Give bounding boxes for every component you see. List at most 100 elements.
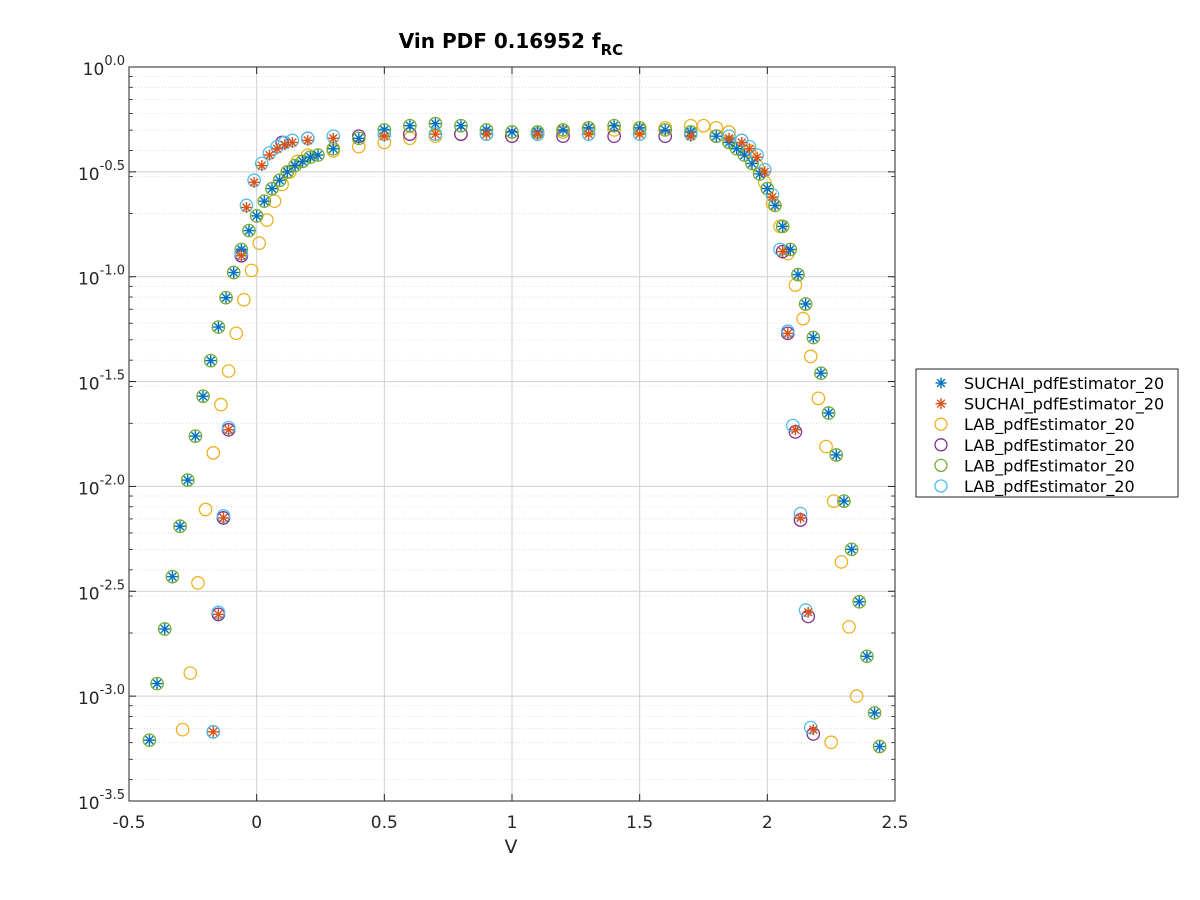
- data-point: [189, 430, 201, 442]
- legend-entry: LAB_pdfEstimator_20: [934, 477, 1135, 497]
- asterisk-stroke: [768, 192, 777, 202]
- data-point: [248, 176, 260, 188]
- series-1: [207, 128, 819, 738]
- legend-entry: LAB_pdfEstimator_20: [934, 436, 1135, 456]
- data-point: [429, 128, 441, 140]
- asterisk-stroke: [152, 679, 162, 688]
- data-point: [295, 154, 310, 169]
- data-point: [196, 389, 210, 404]
- x-tick-label: 0: [251, 813, 262, 833]
- legend-box: [915, 368, 1179, 498]
- asterisk-stroke: [456, 121, 466, 131]
- asterisk-stroke: [808, 333, 818, 342]
- data-point: [235, 243, 247, 255]
- data-point: [206, 724, 221, 739]
- data-point: [223, 424, 235, 436]
- asterisk-stroke: [175, 521, 185, 531]
- data-point: [249, 209, 264, 223]
- legend-marker: [935, 398, 947, 410]
- data-point: [351, 131, 366, 146]
- asterisk-stroke: [732, 144, 742, 154]
- asterisk-stroke: [584, 123, 593, 133]
- data-point: [789, 424, 801, 436]
- ticks: [128, 66, 896, 802]
- data-point: [151, 678, 163, 690]
- asterisk-stroke: [936, 399, 946, 408]
- data-point: [607, 118, 621, 133]
- data-point: [263, 149, 275, 161]
- asterisk-stroke: [206, 356, 216, 365]
- data-point: [723, 132, 735, 144]
- asterisk-stroke: [198, 391, 208, 401]
- data-point: [217, 512, 229, 524]
- data-point: [738, 149, 750, 161]
- data-point: [404, 120, 416, 132]
- series-4: [142, 116, 887, 754]
- data-point: [205, 355, 217, 367]
- data-point: [143, 734, 155, 746]
- asterisk-stroke: [431, 129, 440, 139]
- data-point: [834, 555, 849, 569]
- data-point: [759, 166, 771, 178]
- data-point: [271, 143, 283, 155]
- data-point: [867, 706, 882, 720]
- data-point: [803, 720, 818, 735]
- x-tick-labels: -0.5 0 0.5 1 1.5 2 2.5: [112, 813, 908, 833]
- data-point: [798, 297, 813, 311]
- legend-entry: LAB_pdfEstimator_20: [934, 415, 1135, 435]
- asterisk-stroke: [783, 328, 793, 338]
- y-tick-exponent: -1.5: [100, 369, 125, 384]
- asterisk-stroke: [267, 184, 277, 194]
- data-point: [221, 364, 236, 378]
- y-tick-exponent: -2.5: [100, 578, 125, 593]
- legend-label: SUCHAI_pdfEstimator_20: [964, 374, 1164, 394]
- asterisk-stroke: [431, 119, 440, 129]
- y-tick-label: 10-2.5: [78, 578, 125, 604]
- asterisk-stroke: [298, 156, 308, 166]
- y-tick-base: 10: [78, 375, 100, 395]
- asterisk-stroke: [808, 725, 818, 735]
- data-point: [455, 120, 467, 132]
- data-point: [257, 194, 272, 209]
- data-point: [505, 125, 519, 139]
- asterisk-stroke: [739, 150, 749, 160]
- data-point: [173, 519, 187, 534]
- x-tick-label: 0.5: [371, 813, 398, 833]
- data-point: [302, 134, 314, 146]
- legend-entries: SUCHAI_pdfEstimator_20SUCHAI_pdfEstimato…: [934, 374, 1164, 497]
- y-tick-label: 10-0.5: [78, 159, 125, 185]
- data-point: [191, 576, 205, 590]
- asterisk-stroke: [793, 270, 803, 280]
- asterisk-stroke: [839, 496, 849, 506]
- data-point: [792, 269, 804, 281]
- asterisk-stroke: [635, 129, 645, 139]
- asterisk-stroke: [875, 742, 885, 751]
- data-point: [838, 495, 850, 507]
- legend-label: LAB_pdfEstimator_20: [964, 436, 1135, 456]
- data-point: [159, 623, 171, 635]
- y-tick-exponent: -3.5: [100, 788, 125, 803]
- asterisk-stroke: [236, 251, 246, 261]
- y-tick-exponent: 0.0: [104, 54, 125, 69]
- legend-marker: [935, 377, 947, 389]
- data-point: [288, 158, 302, 173]
- data-point: [229, 326, 244, 341]
- data-point: [150, 676, 164, 691]
- asterisk-stroke: [303, 136, 313, 145]
- data-point: [861, 650, 873, 662]
- data-point: [659, 124, 671, 136]
- data-point: [837, 494, 851, 508]
- data-point: [807, 332, 819, 344]
- asterisk-stroke: [213, 322, 223, 332]
- data-point: [197, 390, 209, 402]
- asterisk-stroke: [737, 138, 747, 147]
- asterisk-stroke: [191, 431, 200, 441]
- data-point: [743, 143, 755, 155]
- data-point: [769, 199, 781, 211]
- data-point: [454, 118, 468, 133]
- asterisk-stroke: [816, 368, 826, 378]
- y-tick-base: 10: [78, 689, 100, 709]
- data-point: [312, 149, 324, 161]
- data-point: [806, 330, 821, 345]
- data-point: [849, 689, 864, 703]
